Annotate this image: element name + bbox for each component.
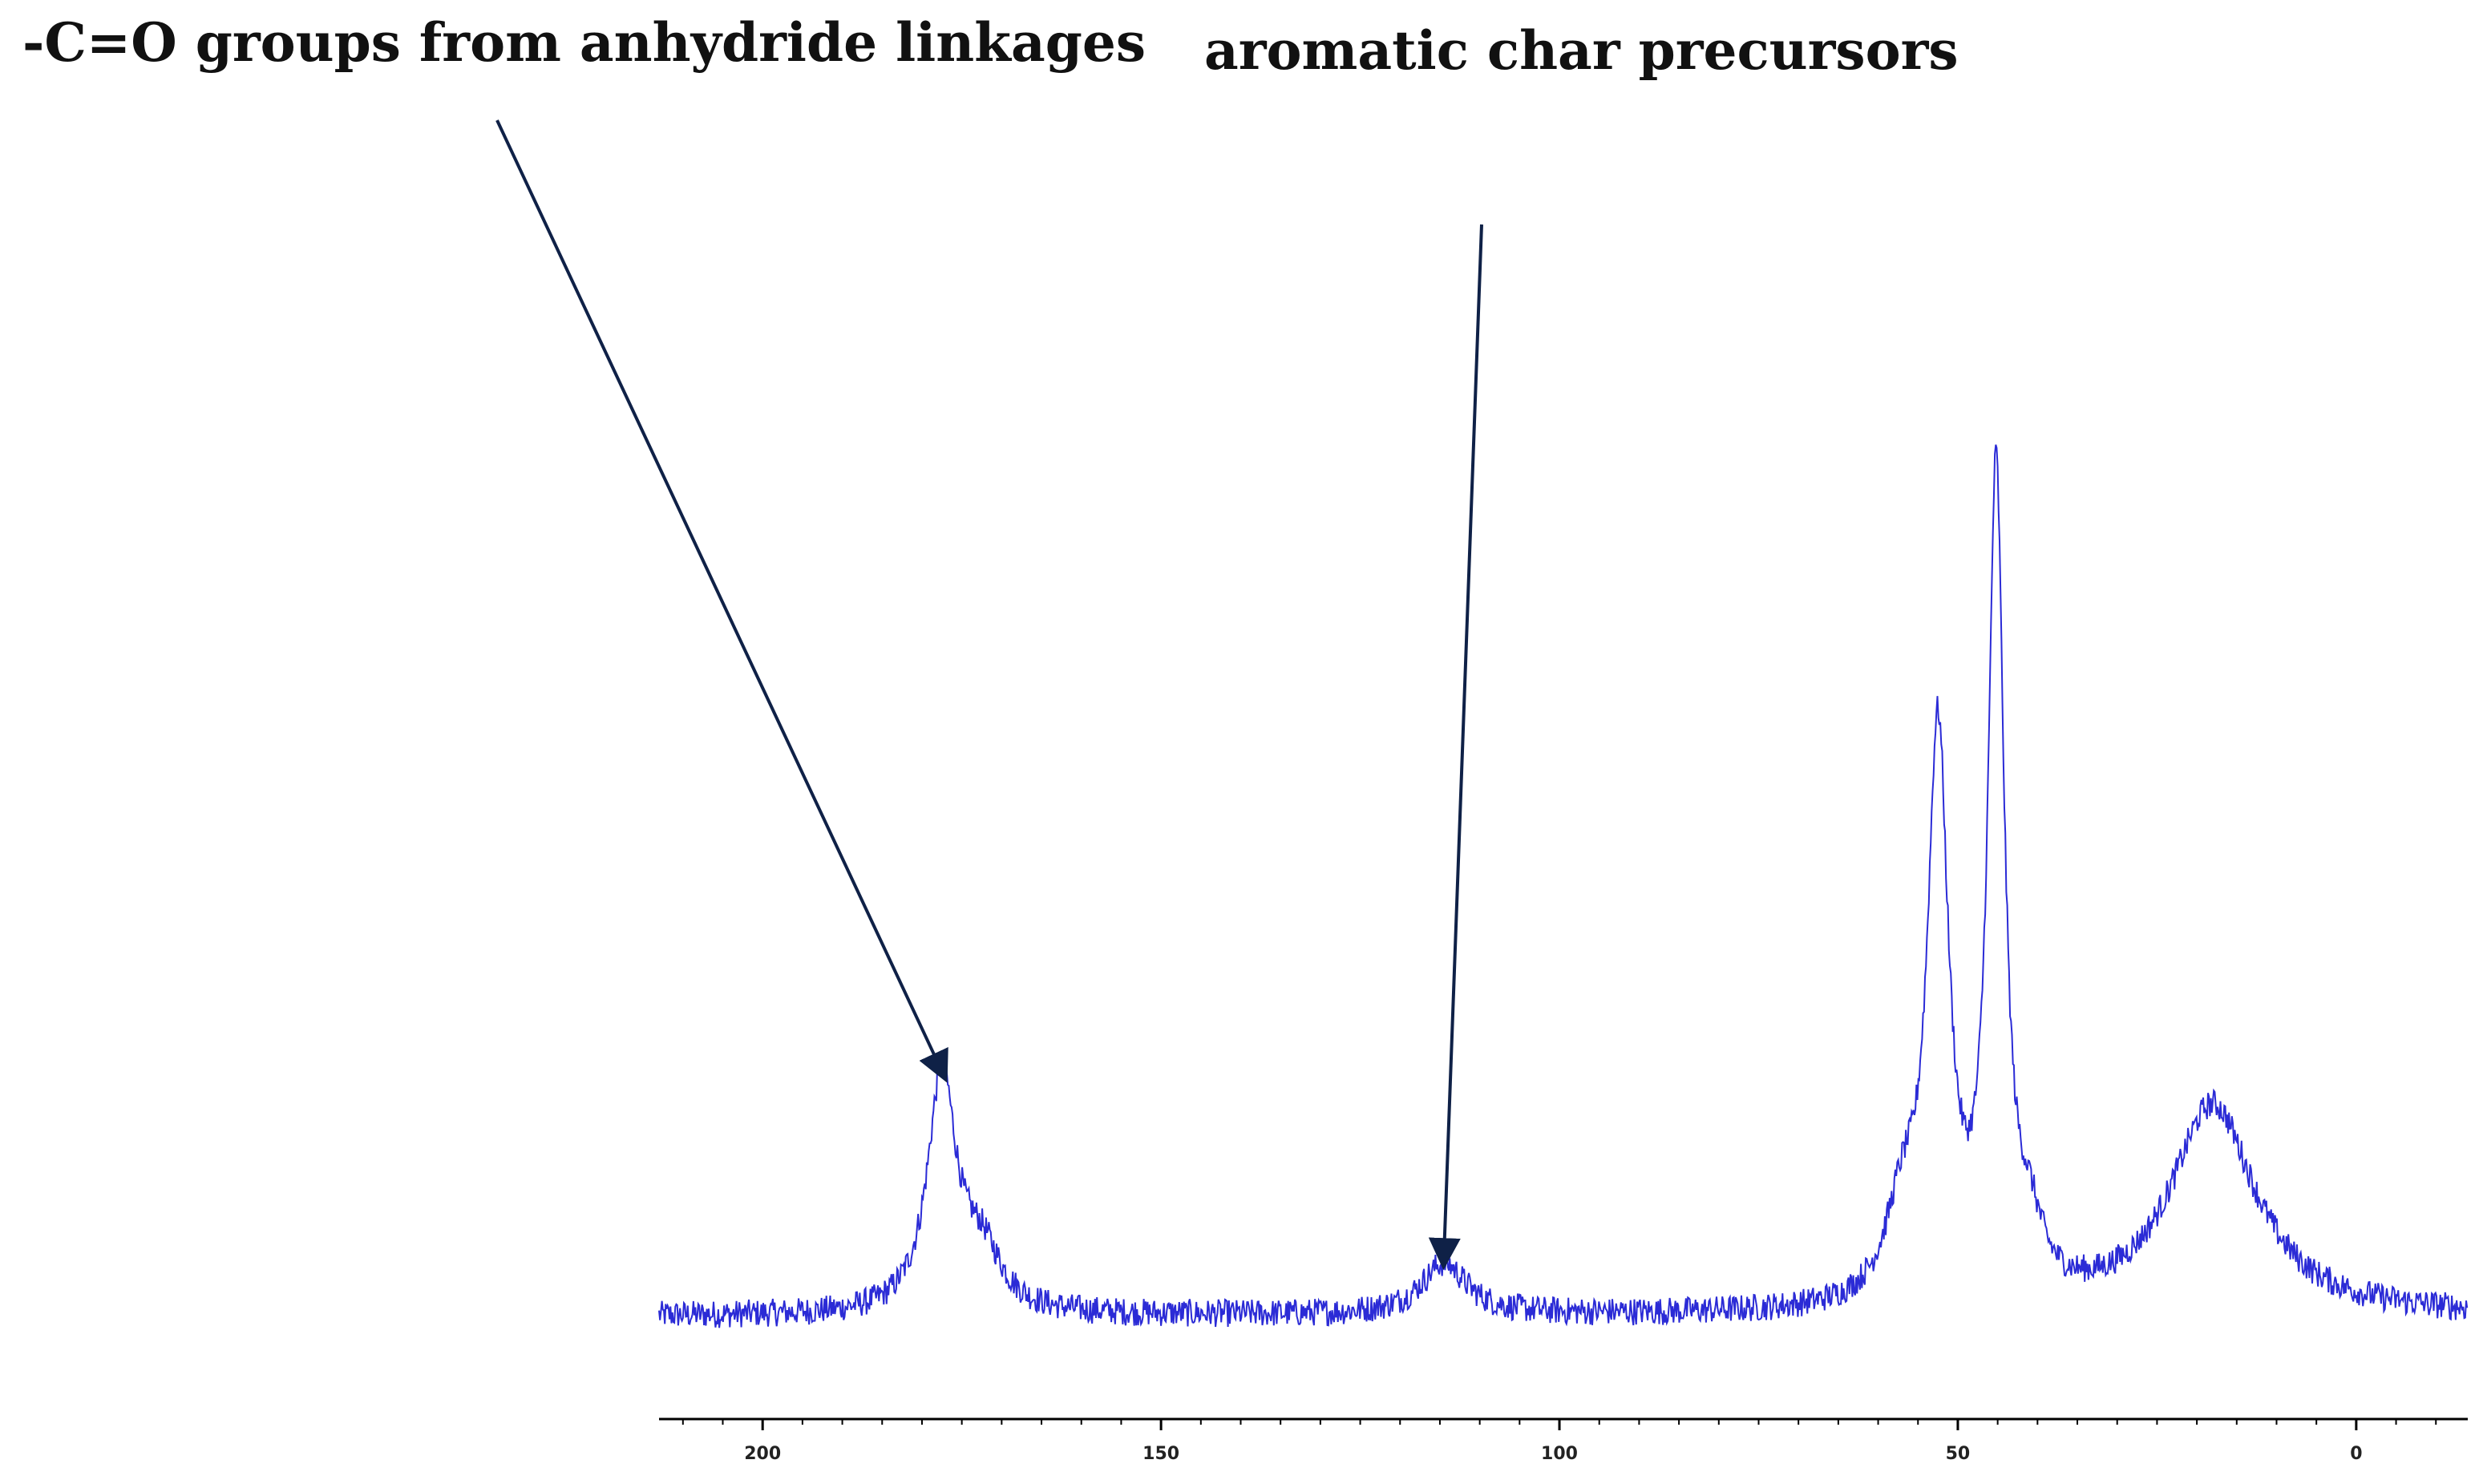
x-tick-label: 150 — [1142, 1444, 1179, 1464]
arrow-aromatic — [1428, 224, 1483, 1271]
annotation-aromatic-label: aromatic char precursors — [1204, 19, 1959, 82]
spectrum-series-line — [658, 444, 2469, 1328]
x-tick-label: 50 — [1946, 1444, 1971, 1464]
x-tick-label: 0 — [2350, 1444, 2362, 1464]
series-layer — [658, 444, 2469, 1328]
annotation-carbonyl-label: -C=O groups from anhydride linkages — [22, 11, 1146, 74]
x-tick-label: 200 — [744, 1444, 781, 1464]
x-tick-label: 100 — [1541, 1444, 1578, 1464]
arrow-carbonyl — [495, 119, 948, 1083]
annotation-arrows — [495, 119, 1483, 1271]
x-axis: 200 150 100 50 0 — [659, 1417, 2468, 1464]
